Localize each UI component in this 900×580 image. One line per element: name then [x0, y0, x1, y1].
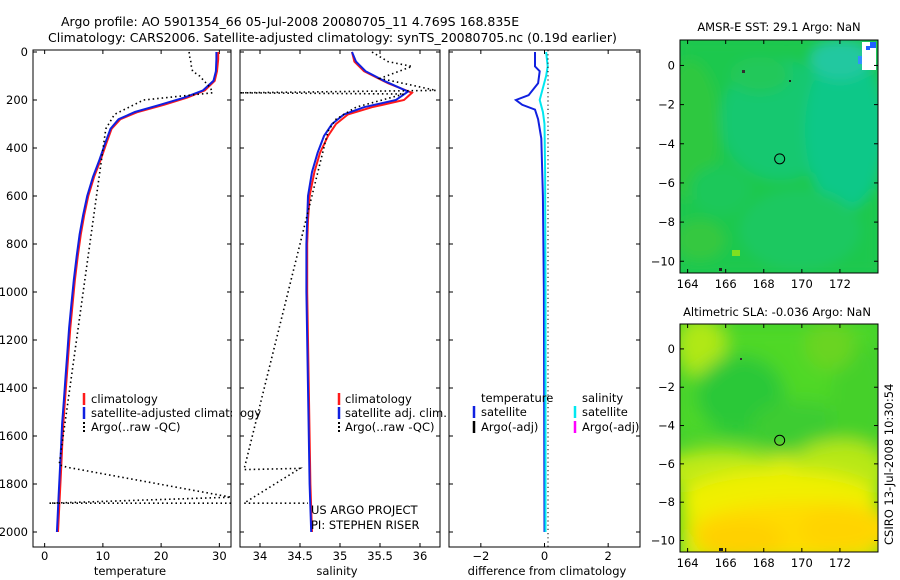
legend-label: Argo(..raw -QC)	[345, 420, 435, 434]
temperature-legend: climatology satellite-adjusted climatolo…	[82, 392, 261, 434]
map-y-tick-label: −6	[658, 176, 675, 190]
map-x-tick-label: 168	[753, 277, 775, 291]
x-tick-label: 34.5	[287, 549, 313, 563]
satellite-profile-line	[55, 52, 218, 533]
project-annotation: US ARGO PROJECT	[311, 503, 419, 517]
depth-tick-label: 1600	[0, 429, 28, 443]
x-tick-label: 0	[41, 549, 48, 563]
legend-label: satellite	[582, 405, 628, 419]
pi-annotation: PI: STEPHEN RISER	[311, 518, 420, 532]
legend-title-salinity: salinity	[582, 391, 623, 405]
legend-clip-mask	[232, 405, 239, 421]
x-tick-label: 35.5	[367, 549, 393, 563]
sla-axis-ticks: 164 166 168 170 172 0 −2 −4 −6 −8 −10	[651, 324, 878, 570]
legend-label: climatology	[345, 392, 412, 406]
map-y-tick-label: −8	[658, 495, 675, 509]
x-tick-label: −2	[472, 549, 489, 563]
depth-tick-label: 1800	[0, 477, 28, 491]
map-y-tick-label: −4	[658, 419, 675, 433]
map-y-tick-label: −8	[658, 215, 675, 229]
salinity-xlabel: salinity	[316, 564, 357, 578]
climatology-profile-line	[306, 51, 414, 533]
climatology-profile-line	[57, 52, 220, 533]
map-y-tick-label: 0	[668, 58, 675, 72]
salinity-series	[240, 51, 437, 533]
satellite-profile-line	[305, 51, 411, 533]
sla-heatmap	[680, 324, 878, 552]
depth-tick-label: 800	[6, 237, 28, 251]
depth-tick-label: 1400	[0, 381, 28, 395]
x-tick-label: 34	[253, 549, 268, 563]
difference-legend: temperature satellite Argo(-adj) salinit…	[472, 391, 639, 434]
temperature-difference-line	[513, 52, 546, 533]
x-tick-label: 2	[605, 549, 612, 563]
salinity-difference-line	[538, 51, 549, 532]
x-tick-label: 35	[333, 549, 348, 563]
map-y-tick-label: −2	[658, 98, 675, 112]
legend-label: satellite	[481, 405, 527, 419]
depth-tick-label: 400	[6, 141, 28, 155]
temperature-series	[49, 51, 231, 533]
depth-tick-label: 1000	[0, 285, 28, 299]
legend-label: satellite adj. clim.	[345, 406, 447, 420]
map-x-tick-label: 172	[829, 556, 851, 570]
depth-tick-label: 1200	[0, 333, 28, 347]
sla-map-frame	[679, 323, 879, 553]
legend-label: Argo(..raw -QC)	[91, 420, 181, 434]
map-y-tick-label: −2	[658, 380, 675, 394]
map-y-tick-label: −4	[658, 137, 675, 151]
footer-timestamp: CSIRO 13-Jul-2008 10:30:54	[882, 384, 896, 545]
map-x-tick-label: 166	[715, 556, 737, 570]
map-y-tick-label: −10	[651, 534, 675, 548]
difference-xlabel: difference from climatology	[468, 564, 627, 578]
sla-map-title: Altimetric SLA: -0.036 Argo: NaN	[683, 305, 871, 319]
map-x-tick-label: 164	[677, 556, 699, 570]
legend-title-temperature: temperature	[481, 391, 553, 405]
sst-map-title: AMSR-E SST: 29.1 Argo: NaN	[697, 20, 860, 34]
depth-tick-label: 200	[6, 93, 28, 107]
depth-tick-label: 2000	[0, 525, 28, 539]
temperature-plot-area	[32, 49, 232, 548]
depth-tick-label: 600	[6, 189, 28, 203]
sst-axis-ticks: 164 166 168 170 172 0 −2 −4 −6 −8 −10	[651, 40, 878, 291]
x-tick-label: 20	[154, 549, 169, 563]
argo-profile-line	[240, 51, 437, 505]
map-x-tick-label: 164	[677, 277, 699, 291]
map-x-tick-label: 168	[753, 556, 775, 570]
map-x-tick-label: 166	[715, 277, 737, 291]
x-tick-label: 36	[413, 549, 428, 563]
sst-heatmap	[680, 40, 878, 273]
depth-tick-label: 0	[21, 45, 28, 59]
map-y-tick-label: −10	[651, 254, 675, 268]
sla-argo-marker	[774, 434, 786, 446]
temperature-xlabel: temperature	[94, 564, 166, 578]
title-line-2: Climatology: CARS2006. Satellite-adjuste…	[48, 30, 617, 45]
legend-label: Argo(-adj)	[582, 420, 639, 434]
map-y-tick-label: 0	[668, 342, 675, 356]
map-y-tick-label: −6	[658, 457, 675, 471]
salinity-legend: climatology satellite adj. clim. Argo(..…	[311, 392, 447, 532]
legend-label: climatology	[91, 392, 158, 406]
x-tick-label: 10	[96, 549, 111, 563]
legend-label: satellite-adjusted climatology	[91, 406, 261, 420]
legend-label: Argo(-adj)	[481, 420, 538, 434]
salinity-plot-area	[239, 49, 441, 548]
x-tick-label: 0	[541, 549, 548, 563]
difference-series	[513, 51, 549, 533]
map-x-tick-label: 170	[791, 556, 813, 570]
sst-map-frame	[679, 39, 879, 274]
x-tick-label: 30	[212, 549, 227, 563]
map-x-tick-label: 170	[791, 277, 813, 291]
argo-profile-line	[49, 51, 231, 505]
title-line-1: Argo profile: AO 5901354_66 05-Jul-2008 …	[61, 14, 519, 29]
map-x-tick-label: 172	[829, 277, 851, 291]
sst-argo-marker	[774, 153, 786, 165]
